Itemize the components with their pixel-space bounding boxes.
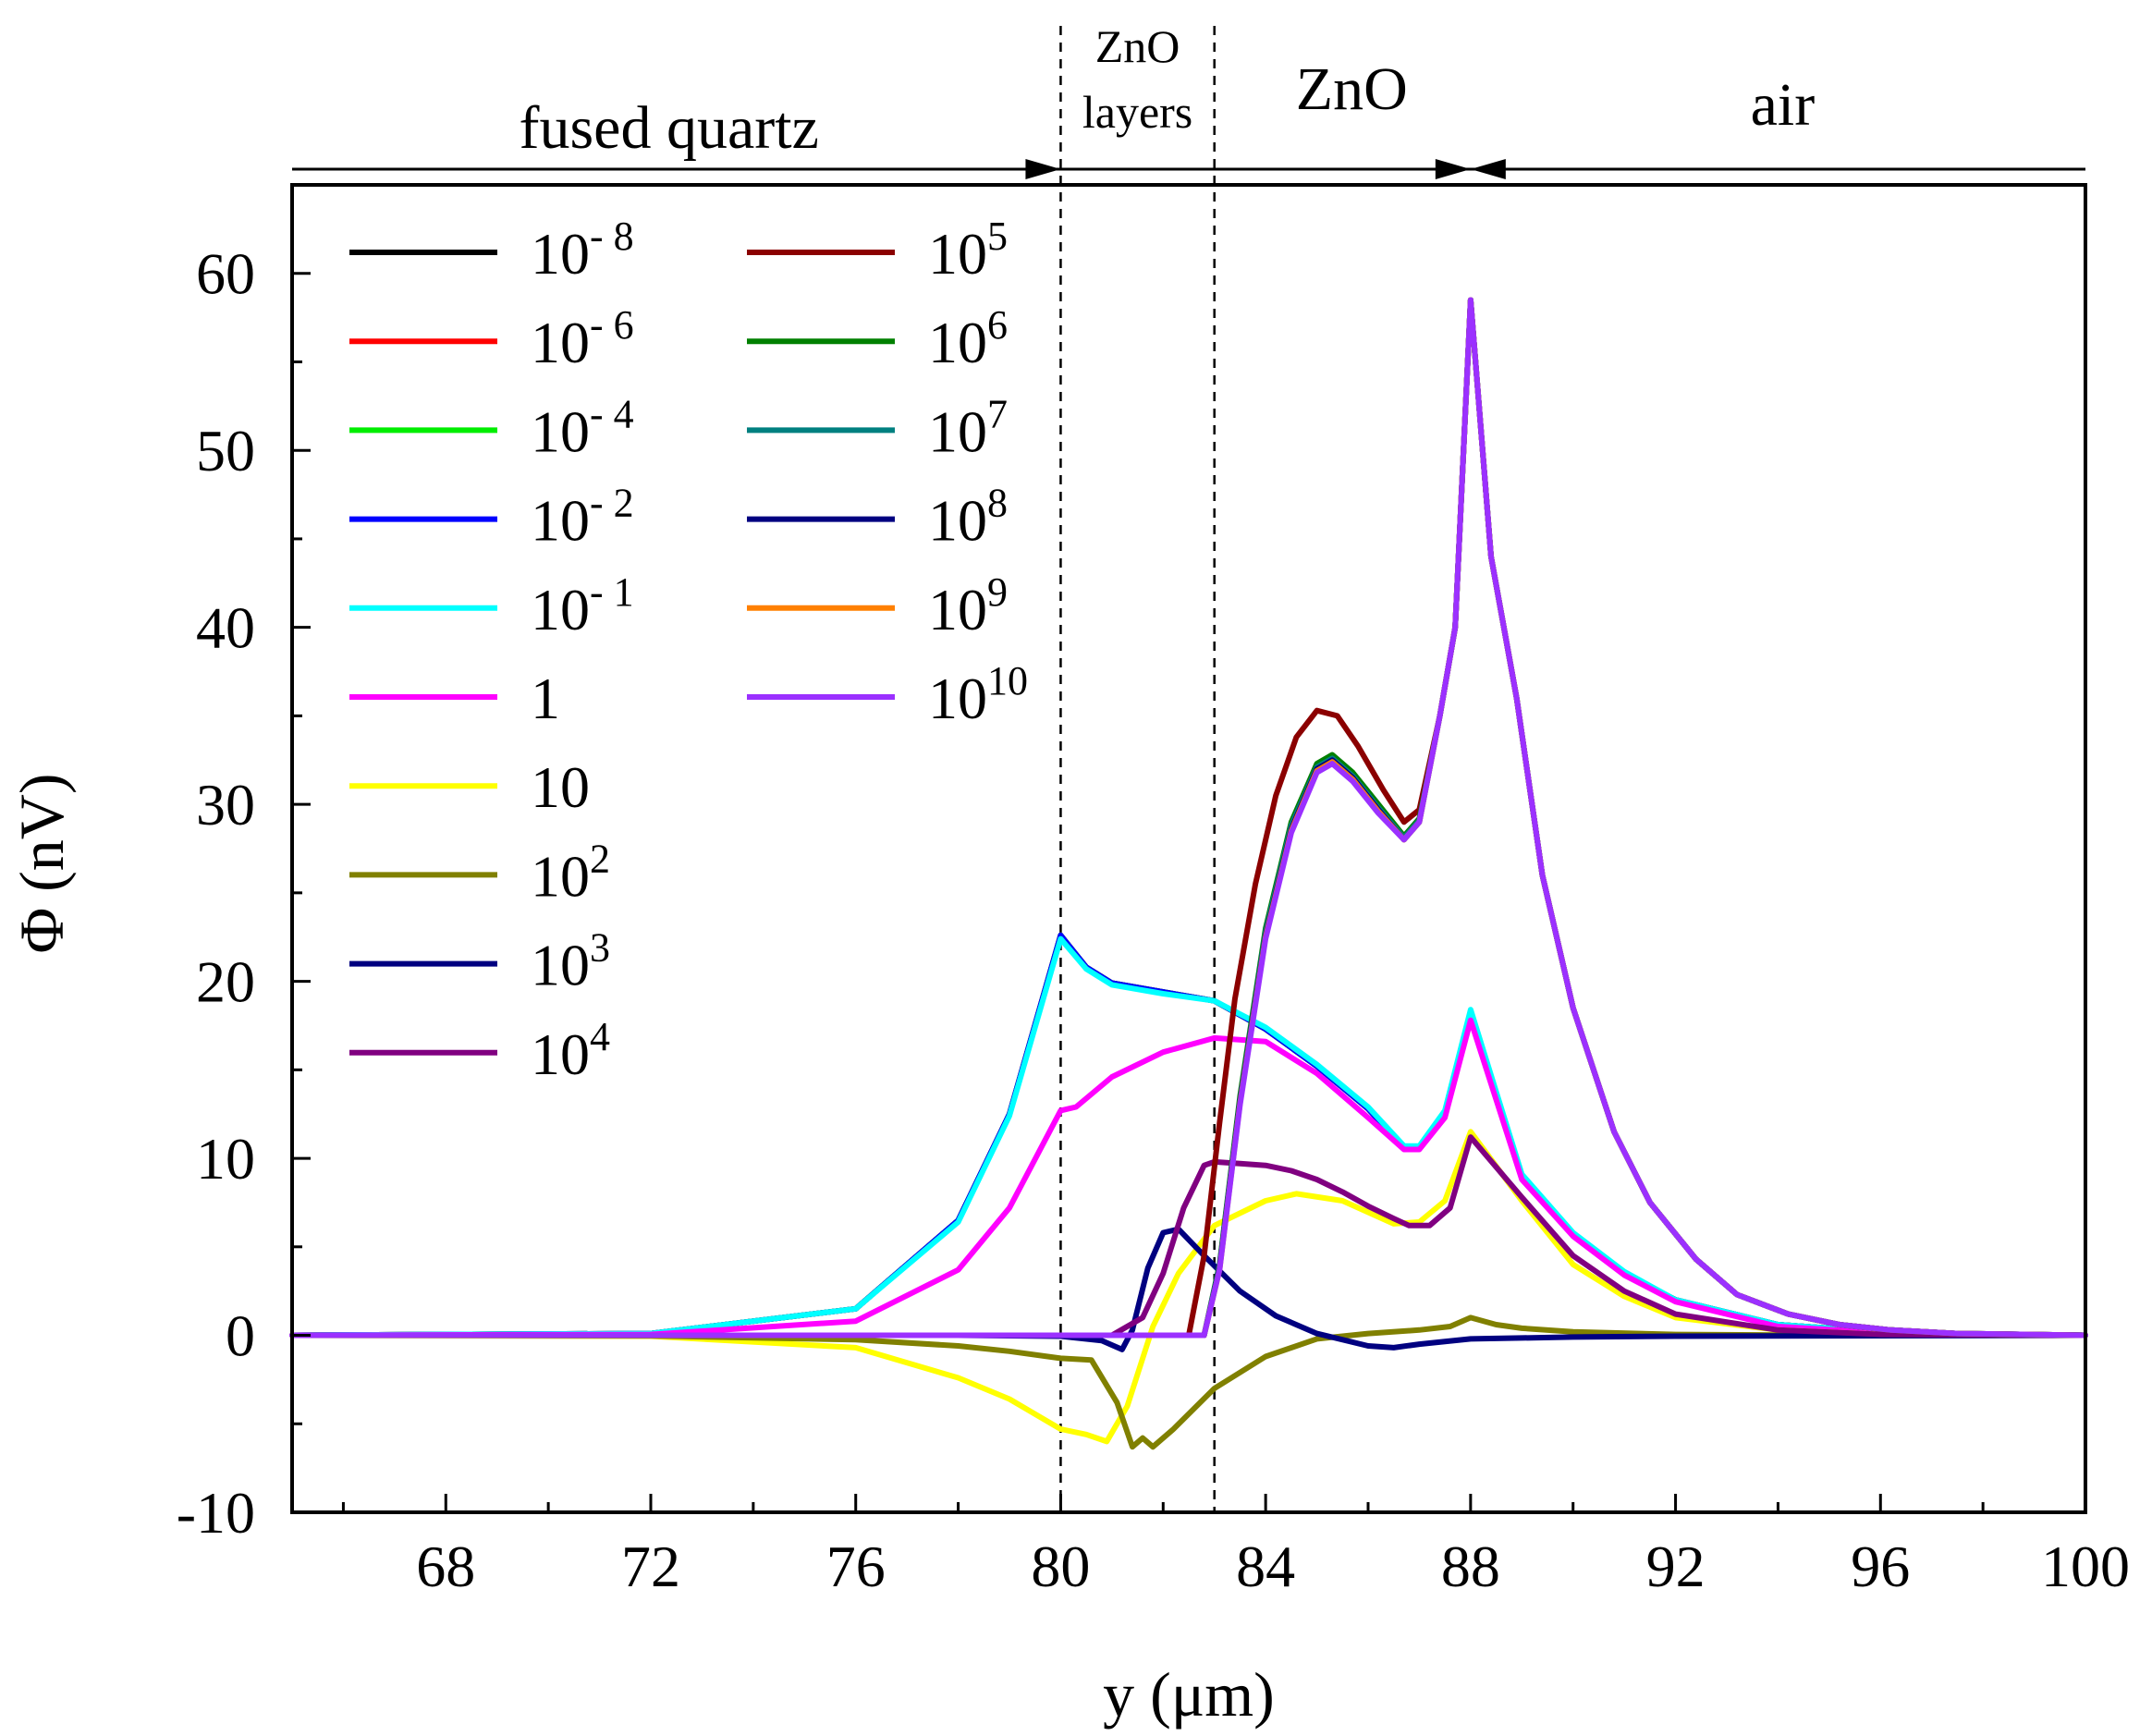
legend-label-base-5: 1 bbox=[531, 666, 560, 731]
legend-label-exponent-11: 6 bbox=[987, 302, 1008, 348]
legend-label-exponent-10: 5 bbox=[987, 214, 1008, 259]
plot-frame bbox=[290, 183, 2087, 1514]
legend-label-0: 10- 8 bbox=[531, 214, 634, 287]
legend-label-2: 10- 4 bbox=[531, 391, 634, 464]
series-line-7 bbox=[289, 1314, 2088, 1450]
series-line-5 bbox=[289, 1017, 2088, 1339]
legend-label-exponent-8: 3 bbox=[590, 925, 610, 971]
legend-label-base-12: 10 bbox=[928, 398, 987, 464]
series-line-4 bbox=[289, 935, 2088, 1339]
x-tick-label-0: 68 bbox=[416, 1534, 475, 1599]
legend-label-exponent-1: - 6 bbox=[590, 302, 634, 348]
legend-label-10: 105 bbox=[928, 214, 1008, 287]
series-line-9 bbox=[289, 1134, 2088, 1339]
x-tick-label-5: 88 bbox=[1441, 1534, 1500, 1599]
legend-label-exponent-12: 7 bbox=[987, 391, 1008, 436]
legend-label-exponent-3: - 2 bbox=[590, 481, 634, 526]
y-tick-label-4: 30 bbox=[196, 772, 255, 837]
legend-label-3: 10- 2 bbox=[531, 481, 634, 554]
series-line-15 bbox=[289, 297, 2088, 1339]
legend-label-base-2: 10 bbox=[531, 398, 590, 464]
region-label-zno: ZnO bbox=[1296, 55, 1408, 123]
legend-label-base-1: 10 bbox=[531, 310, 590, 375]
legend-label-base-10: 10 bbox=[928, 221, 987, 287]
y-tick-label-6: 50 bbox=[196, 418, 255, 483]
legend-label-exponent-2: - 4 bbox=[590, 391, 634, 436]
legend-label-exponent-9: 4 bbox=[590, 1014, 610, 1059]
data-series bbox=[289, 297, 2088, 1450]
legend-label-base-15: 10 bbox=[928, 666, 987, 731]
legend-label-14: 109 bbox=[928, 569, 1008, 642]
series-line-8 bbox=[289, 1226, 2088, 1352]
legend-label-exponent-0: - 8 bbox=[590, 214, 634, 259]
legend-label-base-13: 10 bbox=[928, 488, 987, 554]
legend-label-15: 1010 bbox=[928, 658, 1028, 731]
x-axis-title: y (μm) bbox=[1103, 1659, 1275, 1730]
x-tick-label-1: 72 bbox=[621, 1534, 680, 1599]
y-tick-label-5: 40 bbox=[196, 595, 255, 661]
legend: 10- 810- 610- 410- 210- 1110102103104105… bbox=[349, 214, 1028, 1087]
legend-label-base-4: 10 bbox=[531, 577, 590, 642]
legend-label-5: 1 bbox=[531, 666, 560, 731]
legend-label-base-0: 10 bbox=[531, 221, 590, 287]
legend-label-base-6: 10 bbox=[531, 754, 590, 820]
legend-label-7: 102 bbox=[531, 836, 610, 909]
x-tick-label-8: 100 bbox=[2041, 1534, 2130, 1599]
legend-label-11: 106 bbox=[928, 302, 1008, 375]
legend-label-base-11: 10 bbox=[928, 310, 987, 375]
legend-label-4: 10- 1 bbox=[531, 569, 634, 642]
region-label-air: air bbox=[1751, 71, 1816, 139]
region-label-zno-layers-line1: ZnO bbox=[1095, 20, 1180, 72]
legend-label-base-8: 10 bbox=[531, 933, 590, 998]
region-annotations: fused quartz ZnO layers ZnO air bbox=[292, 20, 2085, 179]
arrowhead-left-88 bbox=[1470, 159, 1506, 179]
legend-label-exponent-15: 10 bbox=[987, 658, 1028, 703]
x-tick-label-4: 84 bbox=[1236, 1534, 1295, 1599]
y-tick-label-1: 0 bbox=[226, 1303, 255, 1369]
legend-label-12: 107 bbox=[928, 391, 1008, 464]
legend-label-base-7: 10 bbox=[531, 843, 590, 909]
y-tick-label-0: -10 bbox=[177, 1480, 255, 1546]
y-axis-title: Φ (nV) bbox=[6, 773, 77, 953]
y-tick-label-2: 10 bbox=[196, 1126, 255, 1192]
x-tick-label-7: 96 bbox=[1851, 1534, 1910, 1599]
y-tick-label-7: 60 bbox=[196, 241, 255, 307]
legend-label-exponent-7: 2 bbox=[590, 836, 610, 881]
legend-label-base-9: 10 bbox=[531, 1021, 590, 1087]
boundary-dashed-lines bbox=[1059, 26, 1216, 1512]
legend-label-exponent-14: 9 bbox=[987, 569, 1008, 615]
x-tick-label-3: 80 bbox=[1031, 1534, 1090, 1599]
arrowhead-right-80 bbox=[1025, 159, 1061, 179]
arrowhead-right-88 bbox=[1435, 159, 1471, 179]
region-label-fused-quartz: fused quartz bbox=[520, 94, 819, 162]
x-tick-label-6: 92 bbox=[1646, 1534, 1706, 1599]
x-tick-label-2: 76 bbox=[826, 1534, 886, 1599]
legend-label-13: 108 bbox=[928, 481, 1008, 554]
y-tick-label-3: 20 bbox=[196, 949, 255, 1015]
legend-label-base-3: 10 bbox=[531, 488, 590, 554]
series-line-6 bbox=[289, 1129, 2088, 1445]
legend-label-base-14: 10 bbox=[928, 577, 987, 642]
legend-label-9: 104 bbox=[531, 1014, 610, 1087]
legend-label-exponent-4: - 1 bbox=[590, 569, 634, 615]
legend-label-1: 10- 6 bbox=[531, 302, 634, 375]
legend-label-6: 10 bbox=[531, 754, 590, 820]
legend-label-exponent-13: 8 bbox=[987, 481, 1008, 526]
region-label-zno-layers-line2: layers bbox=[1082, 86, 1192, 138]
legend-label-8: 103 bbox=[531, 925, 610, 998]
